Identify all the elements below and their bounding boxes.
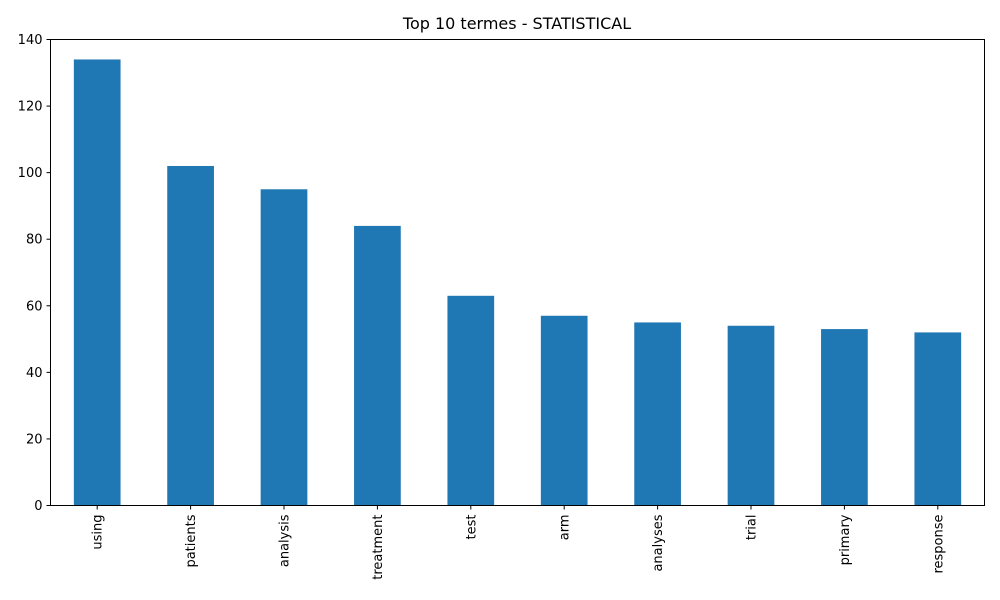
- bar-using: [73, 59, 121, 506]
- x-tick-label: analyses: [651, 514, 666, 571]
- x-tick-label: treatment: [371, 515, 386, 580]
- y-tick-label: 40: [26, 366, 43, 381]
- x-tick-label: response: [931, 514, 946, 573]
- axes-frame: [50, 39, 985, 506]
- x-tick-label: patients: [184, 514, 199, 567]
- bar-analysis: [260, 189, 308, 506]
- bar-trial: [727, 325, 775, 506]
- bar-primary: [821, 329, 868, 506]
- bar-test: [447, 295, 495, 506]
- y-tick-label: 20: [26, 432, 43, 447]
- x-tick-label: analysis: [278, 514, 293, 567]
- chart-title: Top 10 termes - STATISTICAL: [402, 14, 631, 33]
- y-tick-label: 120: [18, 100, 43, 115]
- y-tick-label: 60: [26, 299, 43, 314]
- bar-treatment: [354, 225, 401, 506]
- y-tick-label: 0: [34, 499, 42, 514]
- x-tick-label: trial: [745, 515, 760, 541]
- x-tick-label: test: [464, 515, 479, 540]
- x-tick-label: primary: [838, 514, 853, 565]
- bar-response: [914, 332, 962, 506]
- x-axis: using patients analysis treatment test arm ana…: [91, 505, 946, 580]
- y-tick-label: 140: [18, 33, 43, 48]
- x-tick-label: using: [91, 515, 106, 550]
- x-tick-label: arm: [558, 515, 573, 541]
- y-tick-label: 80: [26, 233, 43, 248]
- y-tick-label: 100: [18, 166, 43, 181]
- bar-analyses: [634, 322, 681, 506]
- bar-arm: [540, 315, 588, 506]
- bars-group: [73, 59, 962, 506]
- y-axis: 0 20 40 60 80 100 120 140: [18, 33, 51, 514]
- bar-patients: [167, 165, 214, 506]
